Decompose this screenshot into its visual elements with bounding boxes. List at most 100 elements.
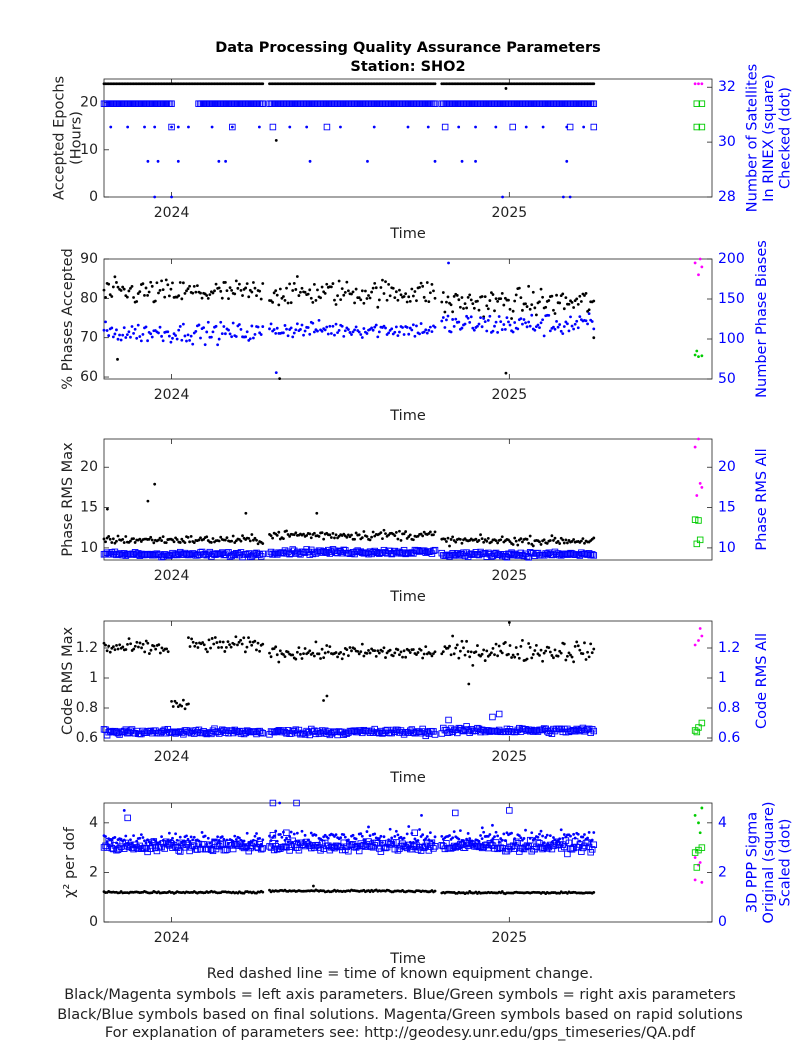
data-dot [480,826,484,830]
data-dot [700,486,704,489]
data-dot [558,301,562,305]
data-square [425,847,433,854]
data-dot [524,828,527,832]
data-dot [485,304,489,308]
data-dot [384,280,387,284]
data-dot [158,325,162,329]
data-dot [220,296,224,300]
data-dot [239,638,243,642]
data-dot [107,334,111,337]
data-dot [209,646,212,650]
data-square [693,100,701,107]
data-dot [547,646,551,650]
data-square [588,846,596,853]
data-dot [255,294,258,298]
data-dot [488,833,492,836]
data-dot [561,836,565,840]
data-dot [247,295,251,299]
data-dot [217,286,221,290]
data-dot [428,530,432,534]
data-dot [334,303,338,306]
data-dot [454,540,458,544]
data-dot [398,330,401,334]
y-right-tick-label: 10 [718,540,736,556]
data-dot [578,839,582,843]
data-dot [177,294,181,298]
data-dot [469,315,473,319]
data-dot [323,328,327,332]
data-dot [502,323,506,326]
data-dot [545,833,549,837]
data-square [698,100,706,107]
data-dot [150,284,154,288]
data-square [229,123,236,131]
data-dot [161,339,165,343]
data-dot [514,293,518,297]
data-dot [393,834,397,838]
data-dot [584,658,588,661]
data-dot [230,335,234,339]
data-dot [443,645,447,648]
data-dot [693,878,697,882]
data-square [691,516,699,523]
data-dot [527,541,531,545]
data-dot [342,334,346,338]
data-dot [323,651,327,655]
data-dot [698,831,702,835]
data-dot [460,159,464,163]
data-dot [308,841,312,845]
data-dot [465,314,468,318]
y-right-tick-label: 100 [718,331,745,347]
data-dot [350,649,353,653]
data-dot [311,321,315,325]
data-dot [216,343,220,347]
data-dot [371,286,375,290]
data-dot [164,541,168,545]
data-dot [426,125,430,129]
data-dot [225,838,229,842]
data-dot [241,294,244,297]
data-dot [365,830,369,833]
x-tick-label: 2024 [154,749,190,765]
data-dot [311,651,315,655]
data-dot [572,306,576,309]
data-dot [300,286,304,290]
data-dot [196,646,200,649]
data-dot [525,657,529,661]
data-dot [336,655,339,659]
data-dot [286,533,290,536]
data-dot [314,298,318,302]
data-dot [486,307,490,311]
data-dot [165,647,169,651]
data-dot [268,327,271,331]
data-dot [315,511,319,515]
data-dot [590,651,594,655]
data-square [257,845,265,853]
data-square [698,123,706,131]
data-dot [289,326,293,330]
data-dot [497,840,501,844]
data-dot [394,531,398,534]
y-right-tick-label: 32 [718,79,736,95]
data-dot [194,290,198,294]
data-dot [107,644,111,648]
plot-frame [103,78,713,198]
data-dot [205,842,209,846]
data-dot [555,319,558,323]
data-dot [138,836,142,840]
data-dot [463,841,467,845]
data-dot [294,288,298,291]
data-dot [115,841,118,845]
data-dot [521,540,524,544]
data-dot [309,296,313,300]
data-dot [178,835,182,839]
data-dot [482,830,486,834]
data-dot [186,333,190,337]
data-dot [160,539,163,542]
data-dot [408,840,412,844]
data-dot [521,308,524,312]
data-dot [169,287,173,291]
data-dot [206,296,210,300]
data-dot [697,437,700,441]
data-dot [440,834,444,838]
